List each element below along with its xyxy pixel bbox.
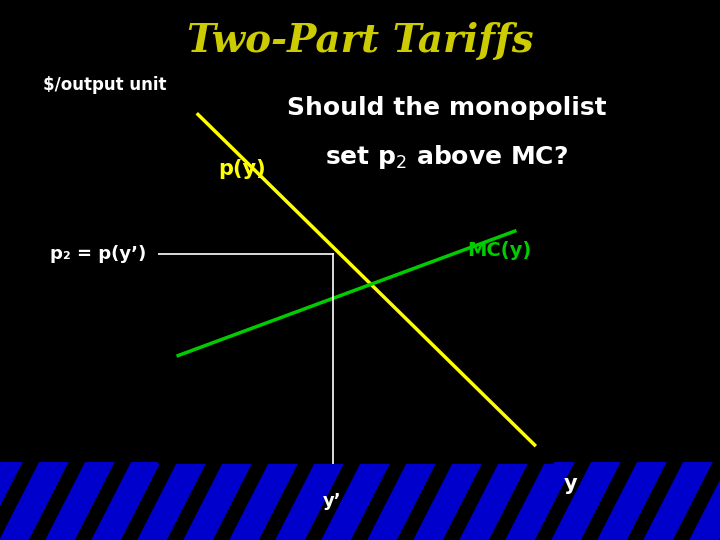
Text: Two-Part Tariffs: Two-Part Tariffs [186,22,534,59]
Text: set p$_2$ above MC?: set p$_2$ above MC? [325,143,568,171]
Polygon shape [0,462,68,540]
Text: Should the monopolist: Should the monopolist [287,96,606,120]
Polygon shape [322,462,390,540]
Polygon shape [0,462,22,540]
Polygon shape [414,462,482,540]
Polygon shape [690,462,720,540]
Polygon shape [230,462,298,540]
Polygon shape [184,462,252,540]
Text: p(y): p(y) [218,159,266,179]
Polygon shape [598,462,666,540]
Polygon shape [92,462,160,540]
Polygon shape [46,462,114,540]
Polygon shape [552,462,620,540]
Text: p₂ = p(y’): p₂ = p(y’) [50,246,147,264]
Text: $/output unit: $/output unit [43,76,167,93]
Polygon shape [368,462,436,540]
Text: y: y [564,474,577,494]
Text: y’: y’ [323,491,342,510]
Text: MC(y): MC(y) [467,241,531,260]
Polygon shape [460,462,528,540]
Polygon shape [276,462,344,540]
Polygon shape [138,462,206,540]
Polygon shape [506,462,574,540]
Polygon shape [644,462,712,540]
